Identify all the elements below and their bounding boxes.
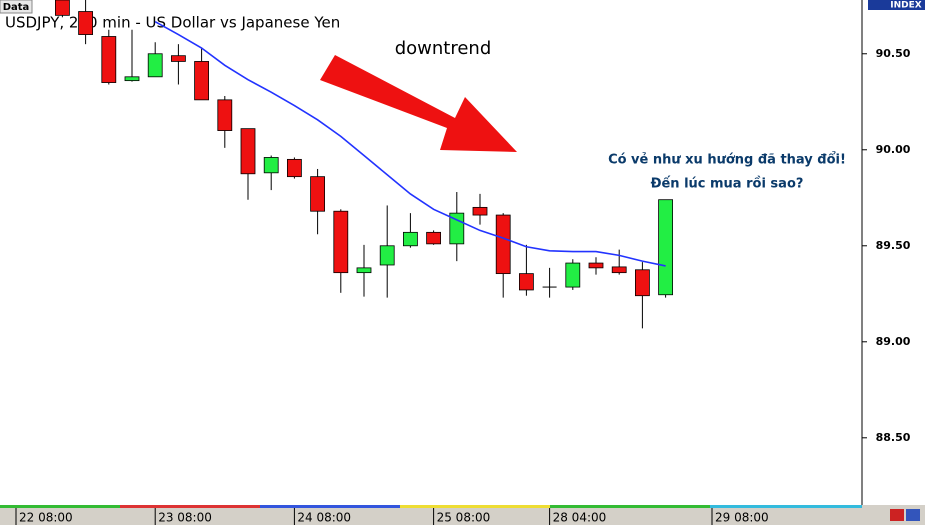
y-tick-label: 88.50 [876, 431, 911, 444]
scroll-button[interactable] [906, 509, 920, 521]
candle-body [194, 61, 210, 101]
data-tab-label[interactable]: Data [3, 2, 30, 13]
candle-body [658, 199, 673, 296]
session-bar [0, 505, 120, 508]
candle-body [217, 99, 233, 131]
session-bar [260, 505, 400, 508]
annotation: Có vẻ như xu hướng đã thay đổi! [608, 152, 846, 168]
session-bar [710, 505, 862, 508]
candle-body [170, 55, 186, 62]
scroll-button[interactable] [890, 509, 904, 521]
data-tab[interactable] [0, 0, 33, 14]
x-tick-label: 28 04:00 [553, 511, 607, 525]
session-bar [550, 505, 710, 508]
candle-body [611, 266, 627, 274]
x-tick-label: 23 08:00 [158, 511, 212, 525]
candle-body [78, 11, 93, 35]
y-tick-label: 90.50 [876, 47, 911, 60]
candle-body [495, 214, 511, 275]
annotation: Đến lúc mua rồi sao? [651, 177, 804, 192]
candle-body [426, 231, 442, 245]
candle-body [101, 36, 117, 83]
candle-body [379, 245, 395, 266]
candle-body [588, 262, 604, 269]
downtrend-arrow [320, 55, 517, 152]
x-tick-label: 24 08:00 [297, 511, 351, 525]
annotation: downtrend [395, 38, 492, 59]
moving-average [154, 20, 666, 267]
x-tick-label: 22 08:00 [19, 511, 73, 525]
candle-body [565, 262, 581, 288]
y-tick-label: 90.00 [876, 143, 911, 156]
candle-body [519, 273, 534, 291]
candle-body [472, 206, 488, 216]
candle-body [124, 76, 140, 82]
x-axis-strip [0, 505, 925, 525]
session-bar [400, 505, 550, 508]
index-box [868, 0, 925, 10]
candle-body [356, 267, 372, 274]
candle-body [55, 0, 70, 16]
chart-title: USDJPY, 240 min - US Dollar vs Japanese … [5, 14, 340, 32]
candle-body [263, 157, 279, 174]
index-label: INDEX [890, 1, 921, 11]
session-bar [120, 505, 260, 508]
candle-body [402, 231, 418, 247]
candle-body [635, 269, 650, 297]
candle-body [147, 53, 163, 78]
candle-body [333, 210, 349, 274]
candle-body [286, 158, 302, 178]
candle-body [240, 128, 256, 175]
y-tick-label: 89.50 [876, 239, 911, 252]
candle-body [310, 176, 326, 212]
x-tick-label: 25 08:00 [437, 511, 491, 525]
y-tick-label: 89.00 [876, 335, 911, 348]
x-tick-label: 29 08:00 [715, 511, 769, 525]
